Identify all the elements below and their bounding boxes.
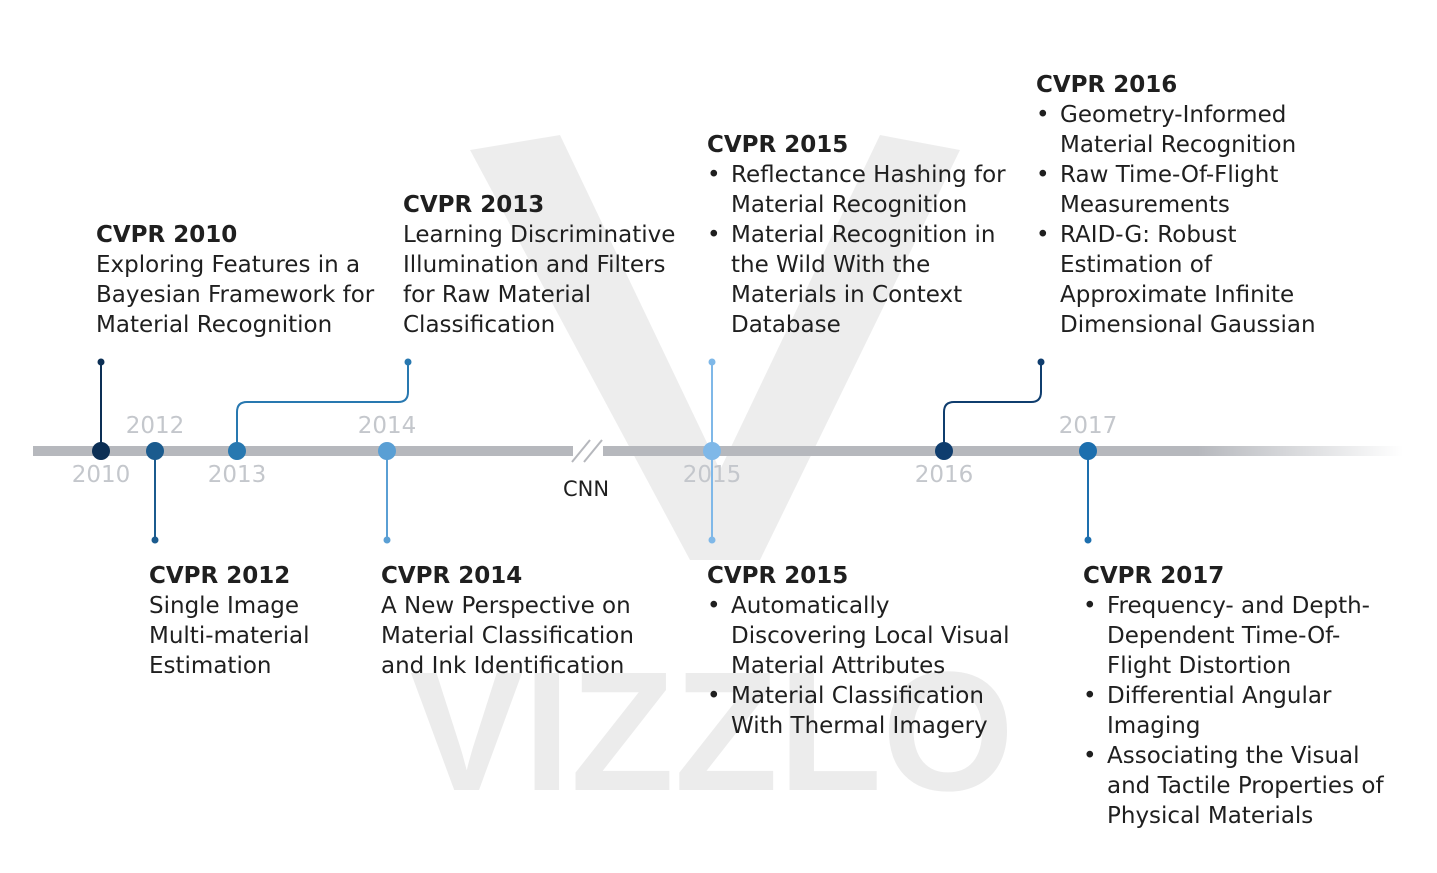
axis-break-marker: [571, 439, 603, 463]
event-item: Material Recognition in the Wild With th…: [707, 220, 1027, 340]
connector-end-2016: [1037, 358, 1045, 366]
connector-end-2017: [1084, 536, 1092, 544]
connector-end-2015-bottom: [708, 536, 716, 544]
event-item: Frequency- and Depth-Dependent Time-Of-F…: [1083, 591, 1403, 681]
event-list: Frequency- and Depth-Dependent Time-Of-F…: [1083, 591, 1403, 831]
year-label-2017: 2017: [1058, 413, 1118, 439]
event-text: Single Image Multi-material Estimation: [149, 593, 310, 679]
marker-2012: [146, 442, 164, 460]
event-item: Associating the Visual and Tactile Prope…: [1083, 741, 1403, 831]
event-title: CVPR 2015: [707, 132, 849, 158]
marker-2010: [92, 442, 110, 460]
connector-2016: [943, 362, 1042, 451]
connector-end-2013: [404, 358, 412, 366]
event-item: Differential Angular Imaging: [1083, 681, 1403, 741]
event-item: Material Classification With Thermal Ima…: [707, 681, 1027, 741]
event-text: Exploring Features in a Bayesian Framewo…: [96, 252, 375, 338]
event-item: RAID-G: Robust Estimation of Approximate…: [1036, 220, 1336, 340]
marker-2017: [1079, 442, 1097, 460]
cnn-label: CNN: [563, 477, 610, 501]
event-2015-top: CVPR 2015 Reflectance Hashing for Materi…: [707, 130, 1027, 340]
year-label-2012: 2012: [125, 413, 185, 439]
event-list: Automatically Discovering Local Visual M…: [707, 591, 1027, 741]
connector-end-2015-top: [708, 358, 716, 366]
event-2016: CVPR 2016 Geometry-Informed Material Rec…: [1036, 70, 1336, 340]
event-list: Reflectance Hashing for Material Recogni…: [707, 160, 1027, 340]
event-text: A New Perspective on Material Classifica…: [381, 593, 634, 679]
event-2017: CVPR 2017 Frequency- and Depth-Dependent…: [1083, 561, 1403, 831]
event-title: CVPR 2012: [149, 563, 291, 589]
marker-2015: [703, 442, 721, 460]
year-label-2014: 2014: [357, 413, 417, 439]
event-title: CVPR 2016: [1036, 72, 1178, 98]
year-label-2013: 2013: [207, 462, 267, 488]
event-2012: CVPR 2012 Single Image Multi-material Es…: [149, 561, 369, 681]
marker-2016: [935, 442, 953, 460]
event-title: CVPR 2015: [707, 563, 849, 589]
event-title: CVPR 2014: [381, 563, 523, 589]
connector-end-2010: [97, 358, 105, 366]
event-2015-bottom: CVPR 2015 Automatically Discovering Loca…: [707, 561, 1027, 741]
event-list: Geometry-Informed Material Recognition R…: [1036, 100, 1336, 340]
marker-2013: [228, 442, 246, 460]
event-item: Automatically Discovering Local Visual M…: [707, 591, 1027, 681]
year-label-2010: 2010: [71, 462, 131, 488]
event-text: Learning Discriminative Illumination and…: [403, 222, 676, 338]
event-2014: CVPR 2014 A New Perspective on Material …: [381, 561, 671, 681]
marker-2014: [378, 442, 396, 460]
connector-end-2014: [383, 536, 391, 544]
year-label-2016: 2016: [914, 462, 974, 488]
event-title: CVPR 2013: [403, 192, 545, 218]
event-item: Raw Time-Of-Flight Measurements: [1036, 160, 1336, 220]
connector-2013: [236, 362, 409, 451]
event-title: CVPR 2010: [96, 222, 238, 248]
event-2013: CVPR 2013 Learning Discriminative Illumi…: [403, 190, 703, 340]
event-title: CVPR 2017: [1083, 563, 1225, 589]
event-item: Reflectance Hashing for Material Recogni…: [707, 160, 1027, 220]
event-item: Geometry-Informed Material Recognition: [1036, 100, 1336, 160]
year-label-2015: 2015: [682, 462, 742, 488]
event-2010: CVPR 2010 Exploring Features in a Bayesi…: [96, 220, 396, 340]
connector-end-2012: [151, 536, 159, 544]
